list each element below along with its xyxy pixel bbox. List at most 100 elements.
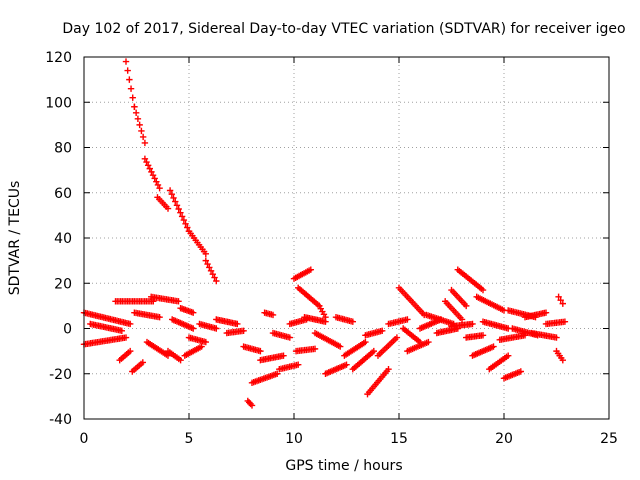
data-point xyxy=(211,274,218,281)
data-point xyxy=(555,293,562,301)
y-tick-label: 20 xyxy=(54,276,72,292)
data-arc-18 xyxy=(177,304,197,316)
data-point xyxy=(127,347,134,355)
y-tick-label: -40 xyxy=(49,412,72,428)
data-point xyxy=(479,332,487,339)
data-arc-69 xyxy=(553,347,566,364)
y-axis-label: SDTVAR / TECUs xyxy=(7,181,23,296)
data-point xyxy=(337,343,344,350)
data-point xyxy=(553,334,560,341)
data-arc-58 xyxy=(473,293,508,314)
data-point xyxy=(295,361,302,368)
data-point xyxy=(404,316,411,323)
data-point xyxy=(149,171,157,179)
data-point xyxy=(143,158,150,166)
x-tick-label: 0 xyxy=(80,431,89,447)
data-point xyxy=(458,316,466,323)
data-point xyxy=(138,127,145,135)
data-arc-28 xyxy=(261,309,277,319)
data-point xyxy=(505,352,512,359)
data-point xyxy=(139,359,146,366)
y-tick-label: 60 xyxy=(54,186,72,202)
data-arc-26 xyxy=(248,370,281,386)
data-point xyxy=(269,311,277,319)
data-point xyxy=(190,309,197,316)
data-point xyxy=(280,352,287,359)
data-arc-0 xyxy=(122,58,138,110)
data-point xyxy=(170,194,177,202)
data-point xyxy=(343,361,350,368)
y-tick-label: 80 xyxy=(54,141,72,157)
data-point xyxy=(144,162,152,169)
data-arc-44 xyxy=(374,334,401,359)
data-arc-42 xyxy=(364,366,392,398)
data-arc-14 xyxy=(131,309,163,321)
data-point xyxy=(134,115,142,123)
x-tick-label: 10 xyxy=(285,431,303,447)
data-point xyxy=(379,327,386,334)
data-arc-34 xyxy=(316,302,329,321)
data-point xyxy=(129,94,136,101)
data-point xyxy=(209,271,216,278)
data-point xyxy=(207,267,215,275)
data-point xyxy=(559,300,566,307)
data-point xyxy=(154,181,162,189)
data-arc-55 xyxy=(448,320,476,330)
data-arc-43 xyxy=(362,327,386,339)
data-point xyxy=(122,334,130,341)
data-point xyxy=(349,318,356,325)
data-arc-37 xyxy=(311,329,344,350)
data-arc-41 xyxy=(349,347,377,373)
data-arc-9 xyxy=(87,320,125,334)
data-arc-65 xyxy=(521,309,550,321)
data-point xyxy=(177,356,184,364)
data-point xyxy=(118,327,125,334)
data-point xyxy=(393,334,401,341)
x-tick-label: 25 xyxy=(600,431,618,447)
data-arc-15 xyxy=(143,338,172,359)
data-arc-40 xyxy=(341,338,369,359)
data-arc-16 xyxy=(164,347,184,364)
data-arc-13 xyxy=(129,359,146,375)
x-axis-label: GPS time / hours xyxy=(285,458,402,474)
x-tick-label: 20 xyxy=(495,431,513,447)
data-point xyxy=(146,165,153,172)
data-point xyxy=(202,250,209,258)
data-arc-67 xyxy=(542,318,569,328)
data-point xyxy=(234,320,241,328)
tick-marks-layer xyxy=(83,56,610,420)
data-point xyxy=(127,320,134,328)
data-arc-52 xyxy=(442,298,466,323)
data-point xyxy=(286,334,293,341)
data-point xyxy=(173,202,181,209)
data-point xyxy=(172,198,179,205)
data-arc-47 xyxy=(400,325,424,346)
data-arc-59 xyxy=(479,318,512,332)
data-point xyxy=(469,320,476,328)
y-tick-label: 100 xyxy=(45,95,72,111)
data-arc-60 xyxy=(486,352,512,373)
data-point xyxy=(517,368,524,375)
data-point xyxy=(141,139,149,147)
x-tick-label: 15 xyxy=(390,431,408,447)
data-arc-7 xyxy=(80,309,134,328)
data-arc-23 xyxy=(223,327,247,337)
data-point xyxy=(425,338,432,346)
data-arc-48 xyxy=(404,338,432,355)
data-arc-1 xyxy=(131,103,149,147)
data-point xyxy=(153,178,160,185)
data-point xyxy=(141,155,149,163)
data-point xyxy=(198,343,205,350)
y-tick-label: 120 xyxy=(45,50,72,66)
data-arc-66 xyxy=(528,329,560,341)
data-point xyxy=(479,286,487,294)
data-arc-32 xyxy=(290,266,314,282)
data-point xyxy=(156,313,163,321)
data-arc-49 xyxy=(416,316,445,332)
data-arc-68 xyxy=(555,293,566,307)
chart-title: Day 102 of 2017, Sidereal Day-to-day VTE… xyxy=(62,21,625,37)
data-arc-46 xyxy=(395,284,428,319)
data-point xyxy=(148,168,155,176)
data-point xyxy=(561,318,569,325)
data-arc-8 xyxy=(80,334,130,348)
